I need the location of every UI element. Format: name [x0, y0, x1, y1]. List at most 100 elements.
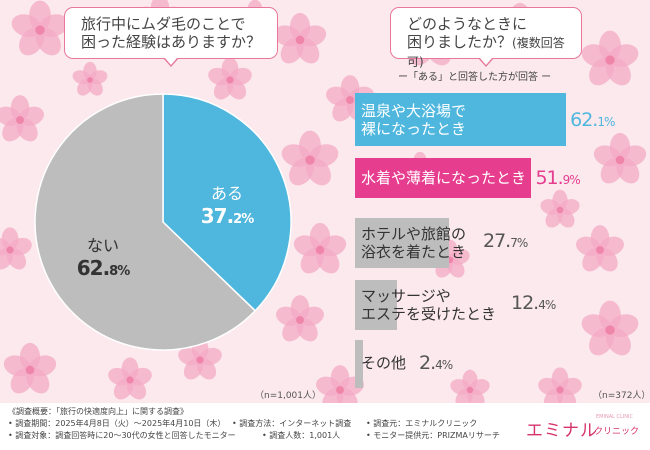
bar-label: 水着や薄着になったとき	[361, 169, 526, 187]
bar-fill	[355, 93, 567, 146]
petal	[72, 70, 91, 85]
bar-value-main: 62.	[570, 109, 598, 131]
pie-slice-label-aru: ある	[210, 184, 243, 203]
pie-slice-value-nai: 62.8%	[68, 256, 138, 280]
flower-center	[25, 365, 35, 375]
flower-decoration	[0, 95, 44, 142]
bar-row: 温泉や大浴場で 裸になったとき 62.1%	[355, 93, 645, 146]
question2-line2-wrap: 困りましたか？(複数回答可)	[407, 33, 571, 71]
flower-center	[295, 35, 305, 45]
question1-bubble: 旅行中にムダ毛のことで 困った経験はありますか？	[64, 7, 278, 67]
flower-center	[466, 386, 474, 394]
petal	[0, 237, 11, 256]
petal	[11, 14, 42, 37]
flower-center	[35, 25, 45, 35]
bar-value-main: 51.	[535, 167, 563, 189]
bar-row: マッサージや エステを受けたとき 12.4%	[355, 280, 645, 330]
flower-center	[556, 386, 564, 394]
bar-label-line1: 水着や薄着になったとき	[361, 169, 527, 187]
flower-decoration	[208, 57, 252, 100]
petal	[326, 86, 351, 106]
question2-bubble: どのようなときに 困りましたか？(複数回答可)	[390, 7, 582, 69]
bar-value: 62.1%	[570, 109, 615, 131]
petal	[0, 248, 14, 270]
footer-count: • 調査人数：1,001人	[262, 431, 341, 440]
flower-decoration	[3, 342, 57, 394]
pie-slice-label-nai: ない	[86, 236, 119, 255]
bar-label: マッサージや エステを受けたとき	[361, 287, 496, 323]
petal	[281, 144, 312, 167]
bar-value-main: 27.	[483, 230, 511, 252]
flower-center	[87, 77, 93, 83]
flower-decoration	[576, 225, 624, 272]
footer-provider: • モニター提供元：PRIZMAリサーチ	[366, 431, 500, 440]
flower-decoration	[72, 61, 108, 96]
bar-label: 温泉や大浴場で 裸になったとき	[361, 102, 466, 138]
bar-value-dec: 1%	[597, 115, 615, 129]
bar-label-line2: 裸になったとき	[361, 120, 467, 138]
flower-decoration	[0, 227, 32, 270]
bar-value-dec: 4%	[435, 358, 453, 372]
petal	[108, 367, 131, 386]
petal	[540, 199, 561, 215]
bar-row: ホテルや旅館の 浴衣を着たとき 27.7%	[355, 218, 645, 268]
pie-value-main-aru: 37.	[200, 204, 234, 228]
bar-label-line2: エステを受けたとき	[361, 305, 497, 323]
pie-value-dec-nai: 8%	[109, 264, 130, 279]
flower-center	[615, 155, 625, 165]
flower-center	[596, 246, 604, 254]
bar-label: ホテルや旅館の 浴衣を着たとき	[361, 225, 466, 261]
pie-sample-note: （n=1,001人）	[255, 391, 322, 401]
flower-decoration	[281, 130, 339, 186]
flower-center	[6, 246, 14, 254]
pie-slice-aru	[162, 93, 292, 312]
pie-slice-nai	[34, 93, 257, 351]
footer-title: 《調査概要：「旅行の快適度向上」に関する調査》	[8, 407, 188, 416]
flower-center	[315, 245, 325, 255]
bar-label-line1: その他	[361, 354, 407, 372]
flower-center	[16, 116, 24, 124]
flower-decoration	[11, 0, 69, 56]
petal	[273, 25, 302, 47]
flower-decoration	[293, 222, 347, 274]
bar-value-main: 12.	[511, 292, 539, 314]
flower-center	[196, 356, 204, 364]
flower-center	[605, 55, 615, 65]
petal	[178, 347, 201, 366]
bar-value: 2.4%	[419, 352, 453, 374]
bar-value: 51.9%	[535, 167, 581, 189]
bar-label-line1: 温泉や大浴場で	[361, 102, 467, 120]
footer-period: • 調査期間：2025年4月8日（火）〜2025年4月10日（木）	[8, 419, 226, 428]
bar-fill	[355, 218, 450, 268]
bar-value: 27.7%	[483, 230, 528, 252]
bar-label-line1: ホテルや旅館の	[361, 225, 467, 243]
petal	[0, 106, 21, 126]
flower-center	[296, 316, 304, 324]
flower-center	[226, 76, 234, 84]
petal	[581, 314, 612, 337]
survey-footer	[0, 403, 650, 450]
bubble-tail-inner	[480, 57, 492, 65]
question1-line1: 旅行中にムダ毛のことで	[81, 15, 246, 33]
question2-line2-sub: (複数回答可)	[407, 36, 565, 69]
logo-small-text: EMINAL CLINIC	[596, 414, 633, 420]
petal	[316, 376, 341, 396]
flower-decoration	[450, 369, 490, 408]
flower-center	[605, 325, 615, 335]
petal	[276, 306, 301, 326]
flower-decoration	[273, 12, 327, 64]
pie-label-nai: ない 62.8%	[68, 232, 138, 280]
flower-decoration	[108, 357, 152, 400]
flower-center	[126, 376, 134, 384]
petal	[208, 67, 231, 86]
question2-line1: どのようなときに	[407, 15, 528, 33]
flower-center	[305, 155, 315, 165]
petal	[450, 379, 471, 395]
footer-target: • 調査対象：調査回答時に20〜30代の女性と回答したモニター	[8, 431, 236, 440]
flower-decoration	[276, 295, 324, 342]
question1-line2: 困った経験はありますか？	[81, 33, 262, 51]
bar-value-main: 2.	[419, 352, 436, 374]
flower-center	[556, 206, 564, 214]
petal	[293, 235, 322, 257]
bar-value-dec: 9%	[562, 173, 581, 187]
